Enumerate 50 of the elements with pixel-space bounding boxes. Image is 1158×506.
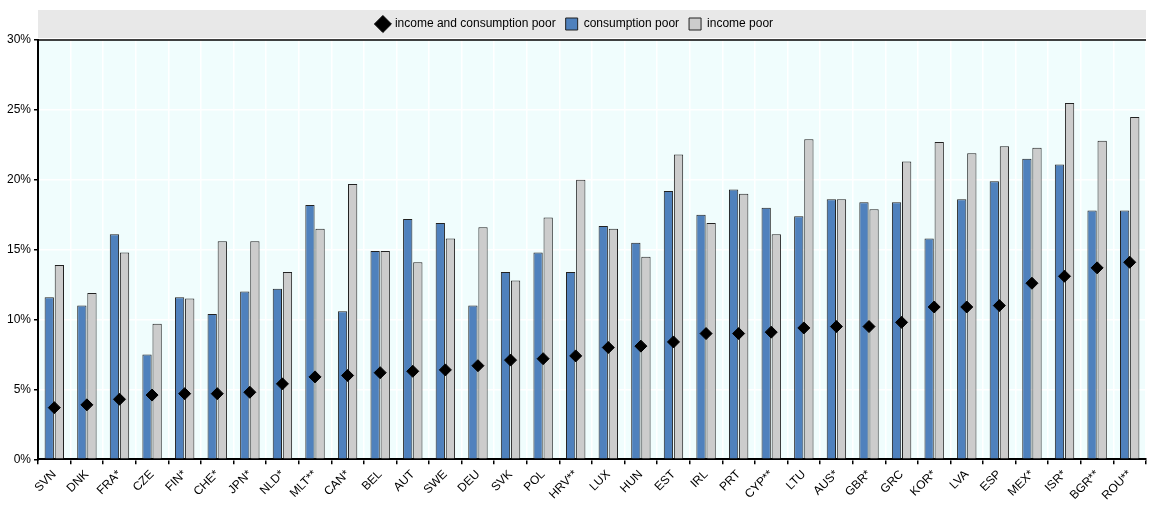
point [438, 363, 452, 377]
x-tick-label: CZE [129, 467, 157, 494]
point [797, 321, 811, 335]
point [504, 353, 518, 367]
point [1058, 269, 1072, 283]
point [536, 352, 550, 366]
y-tick-label: 20% [6, 172, 32, 187]
x-tick-label: POL [520, 466, 548, 494]
point [960, 300, 974, 314]
point [829, 320, 843, 334]
point [569, 349, 583, 363]
x-tick-label: LVA [946, 467, 972, 492]
point [862, 320, 876, 334]
point [47, 401, 61, 415]
point [895, 315, 909, 329]
y-tick-label: 25% [6, 102, 32, 117]
point [243, 385, 257, 399]
x-tick-label: LTU [782, 467, 809, 493]
point [275, 377, 289, 391]
point [1025, 276, 1039, 290]
point [666, 335, 680, 349]
point [80, 398, 94, 412]
legend-label: consumption poor [583, 16, 680, 31]
y-tick-label: 5% [13, 381, 32, 396]
point [210, 387, 224, 401]
point [373, 366, 387, 380]
point [112, 392, 126, 406]
point [992, 299, 1006, 313]
y-tick-label: 15% [6, 241, 32, 256]
x-tick-label: BEL [358, 466, 385, 493]
point [764, 325, 778, 339]
point [308, 370, 322, 384]
point [634, 339, 648, 353]
y-tick-label: 30% [6, 32, 32, 47]
legend-label: income and consumption poor [394, 16, 556, 31]
point [178, 387, 192, 401]
point [601, 341, 615, 355]
point [1090, 261, 1104, 275]
point [699, 327, 713, 341]
legend-label: income poor [707, 16, 774, 31]
point [927, 300, 941, 314]
point [471, 359, 485, 373]
point [732, 327, 746, 341]
point [341, 368, 355, 382]
y-tick-label: 0% [13, 451, 32, 466]
y-tick-label: 10% [6, 311, 32, 326]
point [406, 364, 420, 378]
x-tick-label: IRL [687, 466, 711, 491]
point [1123, 255, 1137, 269]
point [145, 388, 159, 402]
